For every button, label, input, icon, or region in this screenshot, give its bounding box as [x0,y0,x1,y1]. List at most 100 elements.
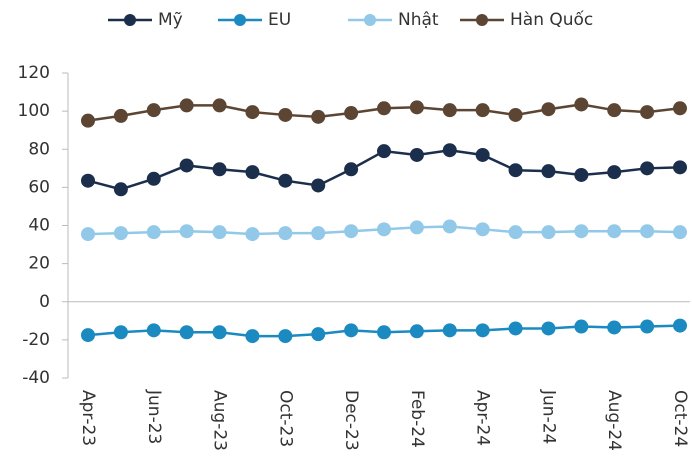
x-tick-label: Apr-24 [473,390,493,446]
data-point [442,219,457,234]
data-point [377,144,391,159]
data-point [574,97,589,112]
data-point [673,101,687,116]
data-point [508,225,523,240]
x-tick-label: Dec-23 [341,390,361,451]
data-point [146,323,161,338]
data-point [113,182,128,197]
data-point [508,321,523,336]
data-point [541,321,556,336]
data-point [146,171,161,186]
y-tick-label: -40 [22,368,50,388]
data-point [344,162,359,177]
y-tick-label: 120 [18,63,50,83]
data-point [508,107,523,122]
data-point [179,98,194,113]
data-point [541,225,556,240]
data-point [81,113,95,128]
data-point [640,224,655,239]
data-point [640,161,655,176]
data-point [113,226,128,241]
x-tick-label: Aug-23 [210,390,230,451]
data-point [81,328,95,343]
data-point [475,147,490,162]
legend-marker [364,14,376,26]
data-point [212,225,227,240]
data-point [508,163,523,178]
x-tick-label: Aug-24 [604,390,624,451]
x-tick-label: Oct-23 [275,390,295,447]
data-point [574,224,589,239]
data-point [377,101,391,116]
x-tick-label: Apr-23 [78,390,98,446]
data-point [81,173,95,188]
data-point [311,178,326,193]
data-point [311,327,326,342]
data-point [442,323,457,338]
data-point [245,227,260,242]
data-point [344,323,359,338]
y-tick-label: 20 [28,254,50,274]
data-point [311,109,326,124]
legend-marker [476,14,488,26]
data-point [541,102,556,117]
data-point [344,224,359,239]
data-point [212,325,227,340]
legend-label: Nhật [398,10,439,30]
y-tick-label: 100 [18,101,50,121]
y-tick-label: 80 [28,139,50,159]
data-point [442,143,457,158]
y-tick-label: 0 [39,292,50,312]
data-point [81,227,95,242]
data-point [673,160,687,175]
data-point [409,220,424,235]
data-point [409,147,424,162]
data-point [278,107,293,122]
data-point [640,319,655,334]
data-point [245,329,260,344]
legend-marker [234,14,246,26]
data-point [245,165,260,180]
data-point [179,224,194,239]
data-point [574,319,589,334]
data-point [442,103,457,118]
data-point [475,222,490,237]
x-tick-label: Feb-24 [407,390,427,448]
data-point [113,325,128,340]
data-point [607,103,622,118]
data-point [673,318,687,333]
data-point [278,226,293,241]
data-point [278,329,293,344]
data-point [212,162,227,177]
y-tick-label: 60 [28,177,50,197]
data-point [574,167,589,182]
x-tick-label: Jun-23 [144,389,164,444]
data-point [377,325,391,340]
data-point [179,158,194,173]
y-tick-label: 40 [28,216,50,236]
data-point [673,225,687,240]
data-point [212,98,227,113]
data-point [475,323,490,338]
data-point [344,106,359,121]
legend-label: Mỹ [158,10,183,30]
y-tick-label: -20 [22,330,50,350]
data-point [311,226,326,241]
data-point [607,224,622,239]
legend-marker [124,14,136,26]
legend-label: EU [268,10,291,30]
data-point [146,103,161,118]
data-point [409,324,424,339]
data-point [409,100,424,115]
data-point [113,108,128,123]
data-point [607,320,622,335]
data-point [640,105,655,120]
data-point [541,164,556,179]
x-tick-label: Jun-24 [538,389,558,444]
legend-label: Hàn Quốc [510,9,593,30]
data-point [377,222,391,237]
data-point [607,165,622,180]
data-point [245,105,260,120]
data-point [475,103,490,118]
